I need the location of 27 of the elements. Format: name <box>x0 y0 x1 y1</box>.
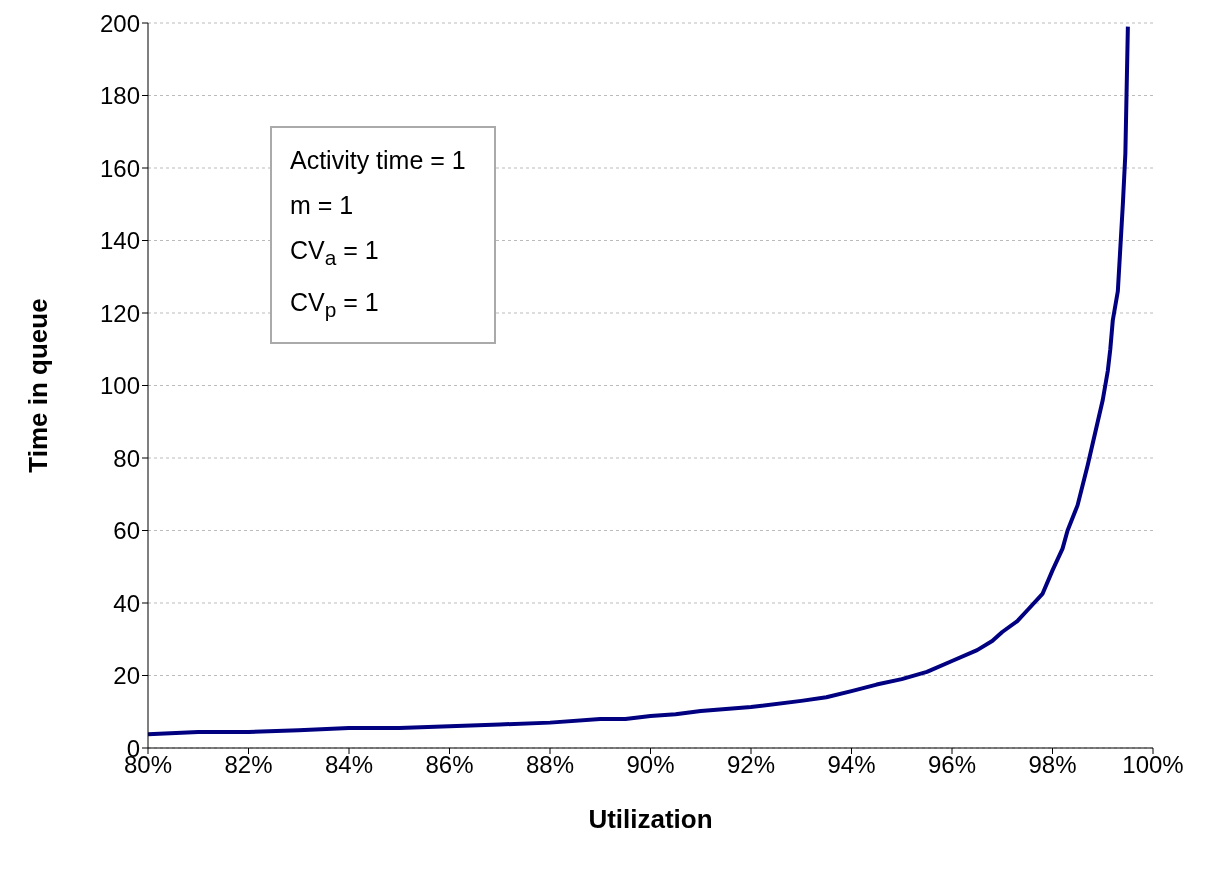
y-tick-label: 100 <box>99 372 140 400</box>
y-tick-label: 20 <box>113 662 140 690</box>
annotation: CV$_{p}$ = 1 <box>290 288 379 321</box>
x-tick-label: 90% <box>626 751 675 779</box>
y-axis-title: Time in queue <box>23 298 54 473</box>
annotation: CV$_{a}$ = 1 <box>290 236 379 269</box>
x-axis-title: Utilization <box>588 804 713 834</box>
x-tick-label: 94% <box>827 751 876 779</box>
x-tick-label: 92% <box>726 751 776 779</box>
annotation: m = 1 <box>290 191 354 219</box>
y-tick-label: 200 <box>99 9 140 37</box>
x-tick-label: 86% <box>425 751 474 779</box>
y-tick-label: 180 <box>99 82 140 110</box>
x-tick-label: 98% <box>1028 751 1077 779</box>
x-tick-label: 88% <box>525 751 575 779</box>
y-tick-label: 120 <box>99 299 140 327</box>
y-tick-label: 60 <box>113 517 140 545</box>
x-tick-label: 82% <box>224 751 273 779</box>
y-tick-label: 80 <box>113 444 140 472</box>
annotation: Activity time = 1 <box>290 146 466 174</box>
line-series <box>148 24 1130 737</box>
x-tick-label: 100% <box>1122 751 1184 779</box>
x-tick-label: 96% <box>927 751 977 779</box>
x-tick-label: 84% <box>324 751 374 779</box>
y-tick-label: 140 <box>99 227 140 255</box>
y-tick-label: 40 <box>113 589 140 617</box>
y-tick-label: 160 <box>99 154 140 182</box>
